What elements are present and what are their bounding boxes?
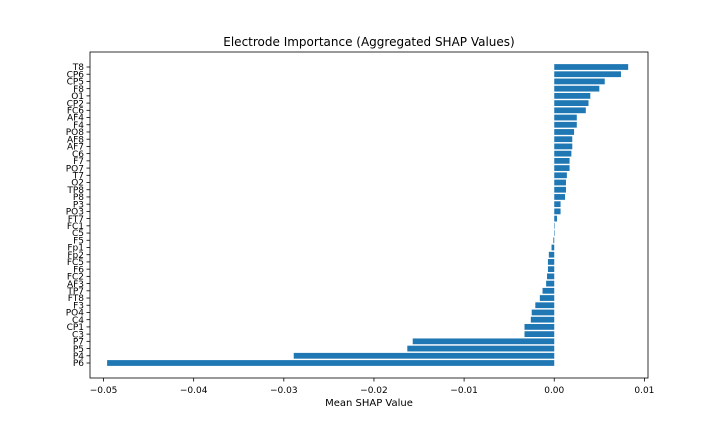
y-tick-label-tp8: TP8 [66,186,84,196]
bar-t8 [554,64,629,70]
bar-af8 [554,136,573,143]
bar-po7 [554,165,570,171]
bar-p6 [107,360,555,366]
plot-frame [89,51,649,379]
bar-f5 [553,237,555,244]
y-tick-label-f4: F4 [73,121,84,131]
y-tick-label-po4: PO4 [66,309,85,319]
bar-p7 [412,338,555,345]
y-tick-label-p5: P5 [73,345,84,355]
bar-fc6 [554,107,586,114]
y-tick-label-cp5: CP5 [67,78,84,88]
bar-o2 [554,179,566,186]
bars-group [107,64,629,366]
y-tick-label-t7: T7 [72,171,84,181]
y-tick-label-c5: C5 [72,229,84,239]
y-axis: T8CP6CP5F8O1CP2FC6AF4F4PO8AF8AF7C6F7PO7T… [66,63,90,369]
bar-po8 [554,129,575,135]
y-tick-label-fp2: Fp2 [67,251,84,261]
bar-tp7 [542,287,555,294]
bar-p5 [407,345,555,352]
y-tick-label-ft8: FT8 [68,294,85,304]
y-tick-label-ft7: FT7 [68,215,84,225]
y-tick-label-po3: PO3 [66,208,84,218]
x-tick-label: −0.01 [450,386,478,396]
bar-p4 [293,352,555,359]
bar-fc1 [554,222,555,229]
y-tick-label-p8: P8 [73,193,84,203]
y-tick-label-cp2: CP2 [67,99,84,109]
y-tick-label-p7: P7 [73,338,84,348]
y-tick-label-f7: F7 [73,157,84,167]
bar-p3 [554,201,561,208]
y-tick-label-c4: C4 [72,316,84,326]
y-tick-label-f3: F3 [73,301,84,311]
y-tick-label-cp1: CP1 [67,323,84,333]
y-tick-label-p4: P4 [73,352,84,362]
bar-f3 [535,302,555,309]
y-tick-label-fc6: FC6 [67,107,84,117]
bar-fp1 [551,244,555,251]
bar-fp2 [548,251,555,258]
y-tick-label-tp7: TP7 [66,287,84,297]
y-tick-label-f6: F6 [73,265,84,275]
bar-c4 [530,316,555,323]
y-tick-label-af8: AF8 [67,135,84,145]
y-tick-label-fp1: Fp1 [67,244,84,254]
x-tick-label: −0.05 [90,386,118,396]
bar-tp8 [554,186,566,193]
y-tick-label-af3: AF3 [67,280,84,290]
bar-af3 [546,280,555,287]
x-axis-label: Mean SHAP Value [325,398,413,409]
y-tick-label-c3: C3 [72,330,84,340]
bar-cp5 [554,78,605,85]
x-tick-label: −0.02 [360,386,388,396]
y-tick-label-af7: AF7 [67,143,84,153]
bar-fc2 [547,273,555,280]
y-tick-label-p3: P3 [73,200,84,210]
x-tick-label: 0.01 [634,386,654,396]
bar-c3 [524,331,555,338]
y-tick-label-af4: AF4 [67,114,84,124]
bar-af7 [554,143,573,150]
bar-cp2 [554,100,589,106]
x-tick-label: −0.03 [270,386,298,396]
y-tick-label-fc2: FC2 [67,273,84,283]
y-tick-label-p6: P6 [73,359,84,369]
bar-ft7 [554,215,557,222]
y-tick-label-fc5: FC5 [67,258,84,268]
bar-c5 [554,230,555,236]
y-tick-label-po8: PO8 [66,128,85,138]
bar-c6 [554,150,572,157]
bar-f4 [554,121,577,128]
x-axis: −0.05 −0.04 −0.03 −0.02 −0.01 0.00 0.01 [90,378,654,396]
y-tick-label-o1: O1 [71,92,84,102]
bar-p8 [554,194,566,200]
bar-fc5 [547,259,555,265]
y-tick-label-cp6: CP6 [67,70,85,80]
bar-f7 [554,157,570,164]
x-tick-label: 0.00 [544,386,564,396]
bar-o1 [554,92,591,99]
bar-cp6 [554,71,621,78]
bar-af4 [554,114,577,121]
y-tick-label-po7: PO7 [66,164,84,174]
bar-po4 [531,309,555,316]
bar-f6 [547,266,555,273]
bar-cp1 [524,324,555,330]
y-tick-label-o2: O2 [71,179,84,189]
x-tick-label: −0.04 [180,386,208,396]
y-tick-label-c6: C6 [72,150,84,160]
bar-po3 [554,208,561,215]
bar-t7 [554,172,567,179]
bar-f8 [554,85,600,92]
chart-title: Electrode Importance (Aggregated SHAP Va… [223,35,514,49]
y-tick-label-t8: T8 [72,63,84,73]
y-tick-label-f5: F5 [73,236,84,246]
y-tick-label-f8: F8 [73,85,84,95]
bar-ft8 [539,295,555,301]
y-tick-label-fc1: FC1 [67,222,84,232]
